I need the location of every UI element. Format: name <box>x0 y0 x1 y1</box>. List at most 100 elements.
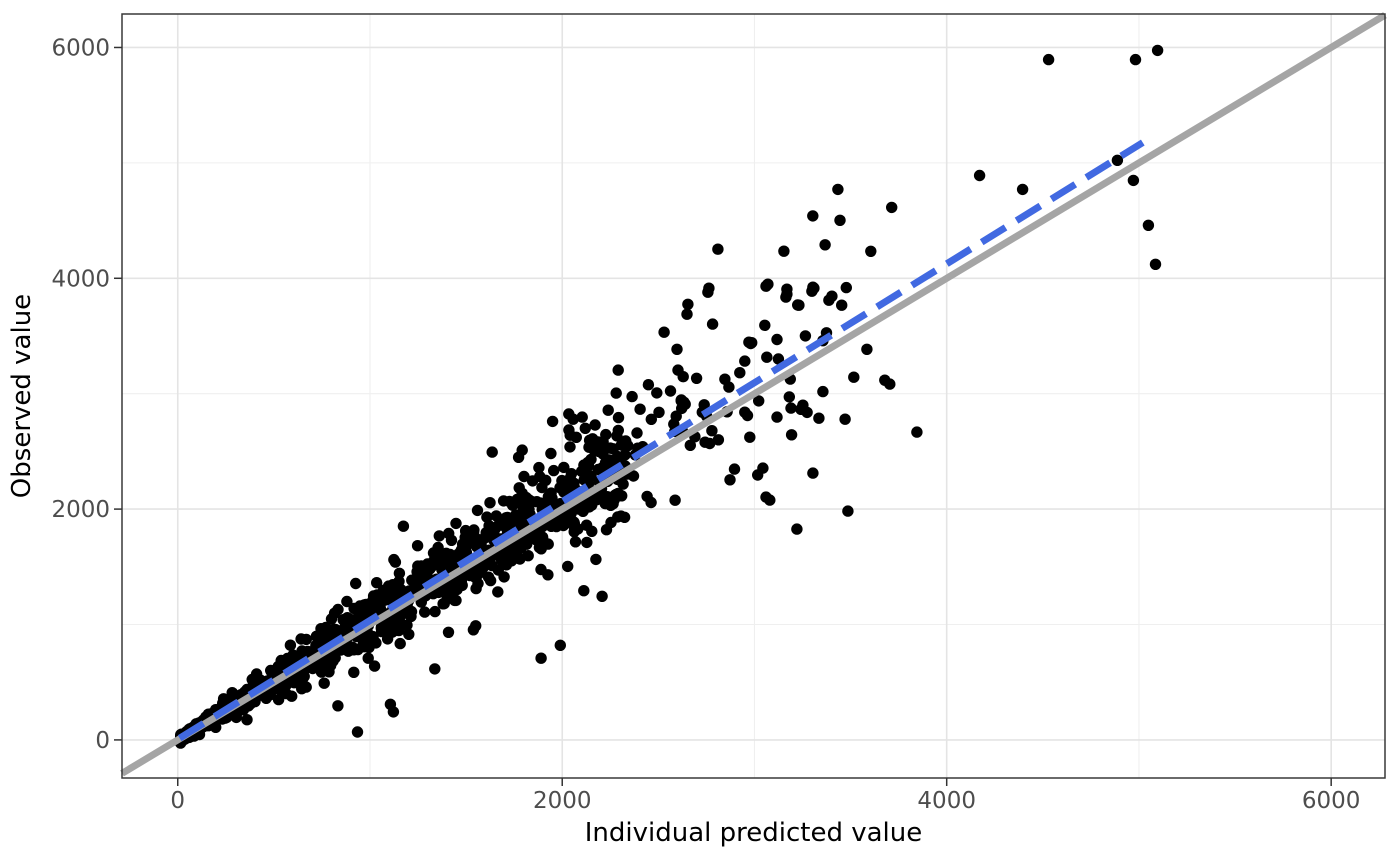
scatter-point <box>1042 53 1055 66</box>
scatter-point <box>806 285 818 297</box>
scatter-point <box>865 245 877 257</box>
scatter-point <box>558 461 570 474</box>
scatter-point <box>537 534 549 546</box>
scatter-point <box>842 505 854 517</box>
scatter-point <box>564 429 576 441</box>
scatter-point <box>441 593 453 605</box>
scatter-point <box>442 626 455 638</box>
scatter-point <box>450 517 462 530</box>
scatter-point <box>487 522 500 534</box>
scatter-point <box>702 286 714 298</box>
scatter-point <box>848 371 860 383</box>
scatter-point <box>832 183 844 196</box>
scatter-point <box>482 571 495 583</box>
scatter-point <box>817 385 829 398</box>
scatter-point <box>771 333 783 346</box>
scatter-point <box>836 299 848 311</box>
scatter-point <box>602 404 614 416</box>
scatter-point <box>973 169 986 182</box>
scatter-point <box>579 422 591 434</box>
scatter-point <box>535 652 547 664</box>
scatter-point <box>583 441 595 453</box>
scatter-point <box>712 243 724 255</box>
scatter-point <box>405 610 417 623</box>
scatter-point <box>371 577 383 589</box>
scatter-point <box>455 546 467 558</box>
scatter-point <box>387 706 400 718</box>
scatter-point <box>241 714 253 726</box>
scatter-point <box>567 413 579 425</box>
scatter-point <box>592 436 604 448</box>
scatter-point <box>393 575 405 588</box>
scatter-point <box>651 387 663 399</box>
x-tick-label: 6000 <box>1302 788 1361 814</box>
scatter-point <box>486 446 498 458</box>
panel-border <box>121 13 1386 779</box>
scatter-point <box>712 434 725 446</box>
y-tick-label: 2000 <box>51 497 110 523</box>
scatter-point <box>389 556 402 568</box>
scatter-point <box>368 660 381 672</box>
scatter-point <box>411 540 424 552</box>
scatter-point <box>840 281 852 294</box>
scatter-point <box>429 605 441 618</box>
scatter-point <box>631 427 643 439</box>
scatter-point <box>911 426 923 438</box>
scatter-point <box>394 637 406 650</box>
scatter-point <box>377 584 390 596</box>
scatter-point <box>759 319 771 331</box>
scatter-point <box>634 403 646 415</box>
scatter-point <box>300 681 312 693</box>
scatter-point <box>578 474 590 486</box>
scatter-point <box>886 201 898 214</box>
scatter-point <box>761 351 773 363</box>
scatter-point <box>456 579 468 591</box>
scatter-point <box>669 494 681 506</box>
scatter-point <box>612 411 625 424</box>
scatter-point <box>1149 258 1162 270</box>
scatter-point <box>615 439 628 451</box>
scatter-point <box>781 288 793 300</box>
scatter-point <box>328 607 341 619</box>
scatter-point <box>671 343 683 355</box>
scatter-point <box>484 497 496 509</box>
scatter-point <box>653 406 665 418</box>
scatter-point <box>739 406 751 418</box>
scatter-point <box>419 606 431 618</box>
scatter-point <box>839 413 851 425</box>
y-tick-label: 6000 <box>51 35 110 61</box>
scatter-point <box>372 599 384 611</box>
scatter-point <box>658 326 670 338</box>
scatter-point <box>284 639 297 651</box>
scatter-point <box>743 336 755 348</box>
scatter-point <box>569 522 581 535</box>
scatter-point <box>678 396 690 408</box>
scatter-point <box>797 399 809 411</box>
scatter-point <box>580 519 593 531</box>
scatter-point <box>548 464 560 477</box>
scatter-point <box>492 586 504 598</box>
scatter-point <box>397 520 410 532</box>
scatter-point <box>403 628 415 640</box>
scatter-point <box>734 367 746 379</box>
scatter-point <box>460 524 472 537</box>
scatter-point <box>791 523 803 535</box>
scatter-point <box>433 530 445 542</box>
scatter-point <box>363 629 376 641</box>
scatter-point <box>272 683 284 695</box>
y-tick-label: 4000 <box>51 266 110 292</box>
scatter-point <box>226 687 239 699</box>
scatter-point <box>497 495 510 507</box>
scatter-point <box>757 462 769 474</box>
scatter-point <box>375 621 388 633</box>
scatter-point <box>515 492 528 505</box>
trend-line <box>177 139 1145 742</box>
scatter-point <box>664 385 677 397</box>
scatter-point <box>545 447 557 460</box>
scatter-point <box>562 560 574 573</box>
scatter-point <box>462 537 474 550</box>
scatter-point <box>443 552 455 564</box>
scatter-point <box>723 381 735 393</box>
scatter-point <box>581 536 593 549</box>
